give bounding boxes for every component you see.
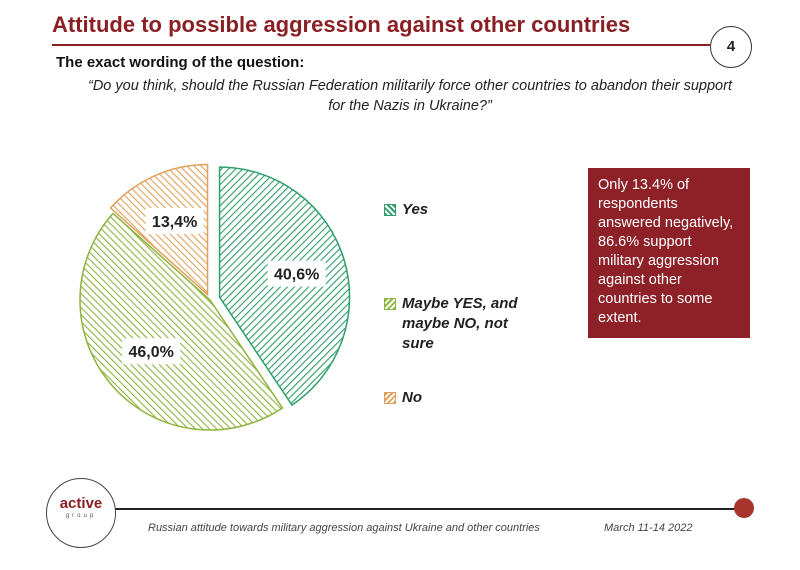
logo-subtitle: group [65,513,97,519]
legend-label-maybe-2: maybe NO, not [402,315,508,332]
question-label: The exact wording of the question: [56,54,305,71]
pie-slice-maybe [79,212,284,431]
legend-swatch-maybe [384,298,396,310]
question-text: “Do you think, should the Russian Federa… [88,78,732,114]
page-number: 4 [710,26,752,68]
data-label-bg [267,260,326,287]
legend-swatch-yes [384,204,396,216]
legend-label-maybe-3: sure [402,335,434,352]
data-label: 46,0% [128,344,173,361]
legend-item-maybe: Maybe YES, and maybe NO, not sure [384,294,518,354]
footer-caption: Russian attitude towards military aggres… [148,522,540,534]
logo-word: active [59,495,103,512]
data-label: 13,4% [152,214,197,231]
legend-item-no: No [384,388,422,408]
active-group-logo: active group [46,478,116,548]
legend-label-no: No [402,389,422,406]
pie-chart: 40,6% 46,0% 13,4% [79,163,351,431]
summary-callout: Only 13.4% of respondents answered negat… [588,168,750,338]
legend-item-yes: Yes [384,200,428,220]
footer-divider [114,508,740,510]
legend-label-maybe-1: Maybe YES, and [402,295,518,312]
title-divider [52,44,710,46]
legend-swatch-no [384,392,396,404]
page-title: Attitude to possible aggression against … [52,12,631,37]
data-label: 40,6% [274,267,319,284]
data-label-bg [122,338,181,365]
data-label-bg [145,207,204,234]
legend-label-yes: Yes [402,201,429,218]
footer-dot [734,498,754,518]
footer-date: March 11-14 2022 [604,522,693,534]
